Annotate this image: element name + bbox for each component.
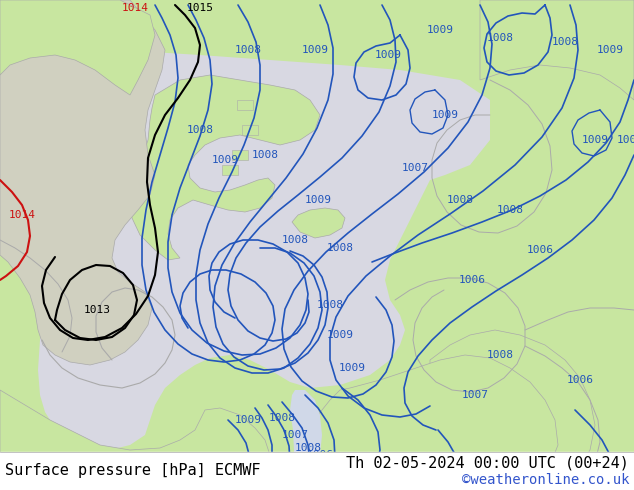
Polygon shape <box>290 390 322 490</box>
Polygon shape <box>0 0 165 365</box>
Text: 1009: 1009 <box>304 195 332 205</box>
Text: 1006: 1006 <box>567 375 593 385</box>
Text: 1008: 1008 <box>252 150 278 160</box>
Text: 1008: 1008 <box>446 195 474 205</box>
Text: 1008: 1008 <box>269 413 295 423</box>
Text: 1014: 1014 <box>122 3 148 13</box>
Polygon shape <box>38 50 490 450</box>
Text: 1006: 1006 <box>526 245 553 255</box>
Text: 1007: 1007 <box>462 390 489 400</box>
Text: 1009: 1009 <box>235 415 261 425</box>
Text: 1008: 1008 <box>327 243 354 253</box>
Text: 1009: 1009 <box>427 25 453 35</box>
Polygon shape <box>0 452 634 490</box>
Text: 1008: 1008 <box>496 205 524 215</box>
Polygon shape <box>0 0 155 95</box>
Text: 1008: 1008 <box>552 37 578 47</box>
Text: 1006: 1006 <box>458 275 486 285</box>
Polygon shape <box>290 355 558 490</box>
Text: 1009: 1009 <box>616 135 634 145</box>
Text: 1009: 1009 <box>302 45 328 55</box>
Polygon shape <box>237 100 253 110</box>
Text: 1009: 1009 <box>247 483 273 490</box>
Text: 1006: 1006 <box>306 450 333 460</box>
Text: 1009: 1009 <box>212 155 238 165</box>
Text: 1009: 1009 <box>597 45 623 55</box>
Text: 1009: 1009 <box>339 363 365 373</box>
Text: 1014: 1014 <box>8 210 36 220</box>
Text: 1013: 1013 <box>84 305 110 315</box>
Polygon shape <box>242 125 258 135</box>
Text: Th 02-05-2024 00:00 UTC (00+24): Th 02-05-2024 00:00 UTC (00+24) <box>346 456 629 470</box>
Polygon shape <box>430 330 595 490</box>
Text: 1009: 1009 <box>581 135 609 145</box>
Text: 1009: 1009 <box>432 110 458 120</box>
Polygon shape <box>222 165 238 175</box>
Text: 1008: 1008 <box>295 443 321 453</box>
Text: 1007: 1007 <box>401 163 429 173</box>
Polygon shape <box>130 75 320 260</box>
Text: ©weatheronline.co.uk: ©weatheronline.co.uk <box>462 473 629 487</box>
Text: 1009: 1009 <box>327 330 354 340</box>
Text: 1008: 1008 <box>281 235 309 245</box>
Text: Surface pressure [hPa] ECMWF: Surface pressure [hPa] ECMWF <box>5 463 261 477</box>
Text: 1008: 1008 <box>235 45 261 55</box>
Polygon shape <box>480 0 634 100</box>
Polygon shape <box>0 390 270 490</box>
Polygon shape <box>292 208 345 238</box>
Text: 1008: 1008 <box>486 33 514 43</box>
Text: 1015: 1015 <box>186 3 214 13</box>
Text: 1009: 1009 <box>375 50 401 60</box>
Polygon shape <box>232 150 248 160</box>
Text: 1008: 1008 <box>186 125 214 135</box>
Text: 1008: 1008 <box>316 300 344 310</box>
Text: 1007: 1007 <box>281 430 309 440</box>
Text: 1008: 1008 <box>486 350 514 360</box>
